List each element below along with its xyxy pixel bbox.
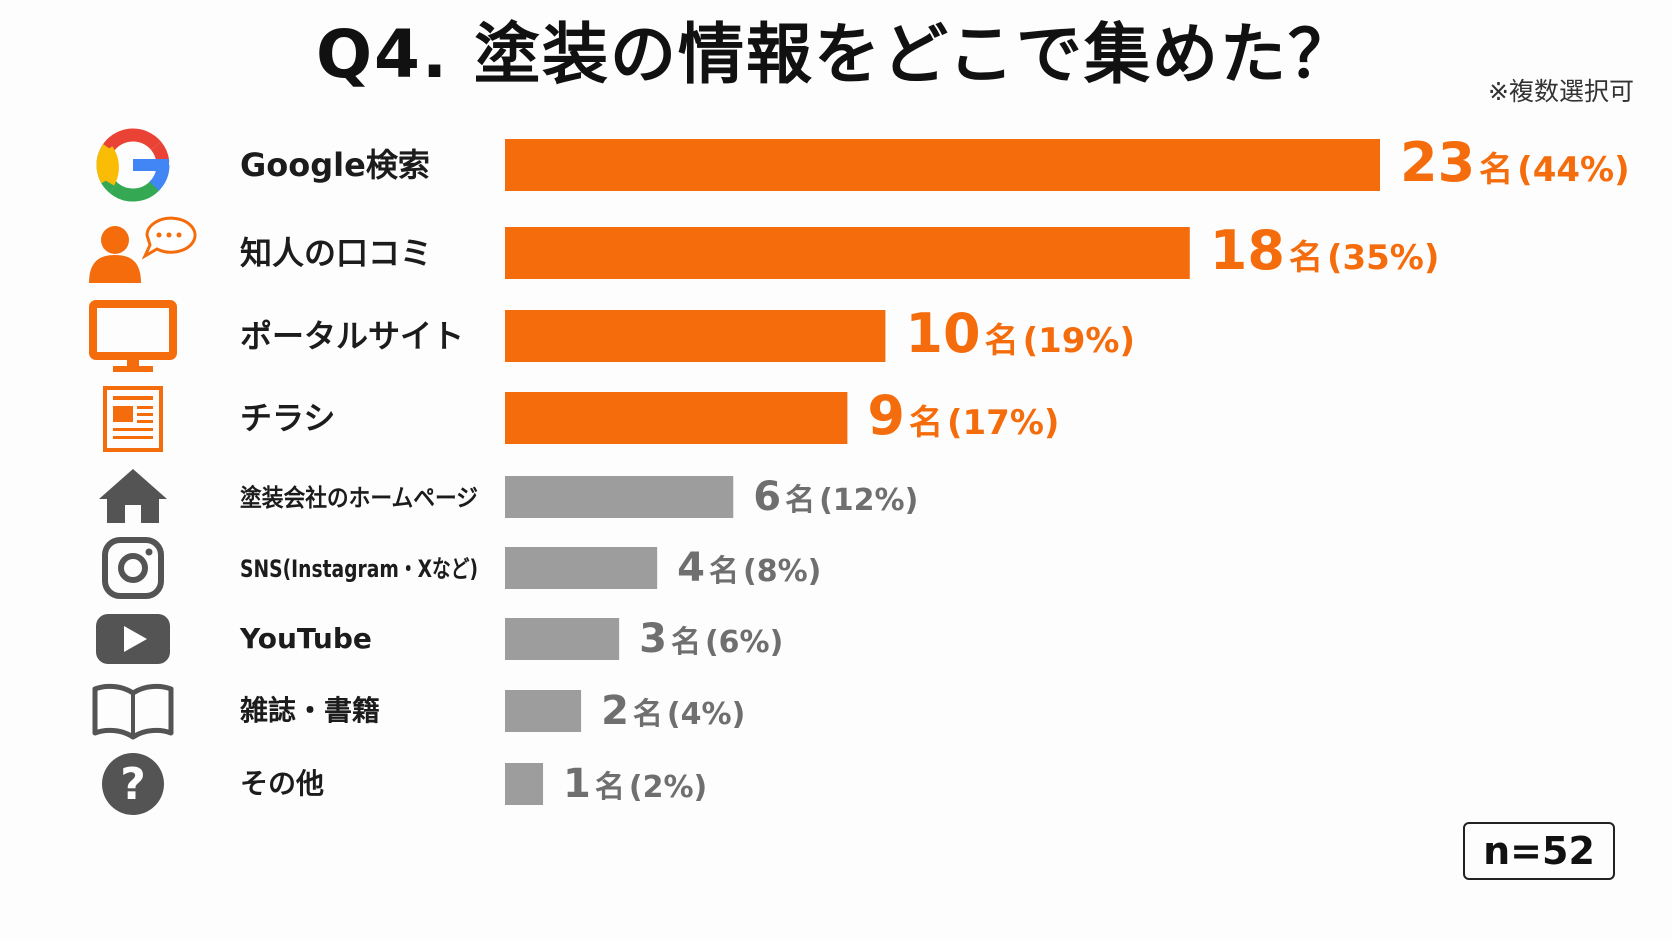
- chart-title: Q4. 塗装の情報をどこで集めた？: [315, 16, 1357, 93]
- category-label: YouTube: [239, 622, 372, 655]
- value-label: 2 名 (4%): [601, 688, 745, 734]
- bar: [505, 227, 1190, 279]
- bar: [505, 310, 886, 362]
- category-label: 塗装会社のホームページ: [240, 484, 478, 512]
- monitor-icon: [89, 300, 177, 372]
- category-label: その他: [240, 767, 324, 800]
- book-icon: [92, 683, 174, 740]
- value-label: 6 名 (12%): [753, 474, 918, 520]
- bar: [505, 690, 582, 732]
- value-label: 18 名 (35%): [1210, 219, 1440, 282]
- value-label: 4 名 (8%): [677, 545, 821, 591]
- category-label: 知人の口コミ: [240, 234, 432, 272]
- category-label: ポータルサイト: [240, 317, 464, 355]
- value-label: 23 名 (44%): [1400, 131, 1630, 194]
- youtube-icon: [96, 614, 170, 664]
- category-label: チラシ: [240, 399, 335, 437]
- svg-text:?: ?: [120, 759, 146, 810]
- value-label: 9 名 (17%): [867, 384, 1059, 447]
- home-icon: [99, 469, 167, 523]
- value-label: 1 名 (2%): [563, 761, 707, 807]
- category-label: Google検索: [240, 146, 430, 184]
- bar: [505, 763, 544, 805]
- category-label: 雑誌・書籍: [239, 694, 380, 727]
- sample-size-label: n=52: [1483, 829, 1595, 873]
- bar: [505, 476, 734, 518]
- bar: [505, 547, 658, 589]
- sample-size-box: n=52: [1463, 822, 1615, 880]
- value-label: 10 名 (19%): [905, 302, 1135, 365]
- bar: [505, 139, 1380, 191]
- instagram-icon: [102, 537, 164, 599]
- bar: [505, 392, 848, 444]
- value-label: 3 名 (6%): [639, 616, 783, 662]
- people-chat-icon: [89, 216, 197, 283]
- multiple-choice-note: ※複数選択可: [1488, 77, 1634, 106]
- flyer-icon: [103, 386, 163, 452]
- category-label: SNS(Instagram・Xなど): [240, 555, 478, 583]
- question-icon: ?: [102, 753, 164, 815]
- google-icon: [96, 128, 170, 202]
- bar: [505, 618, 620, 660]
